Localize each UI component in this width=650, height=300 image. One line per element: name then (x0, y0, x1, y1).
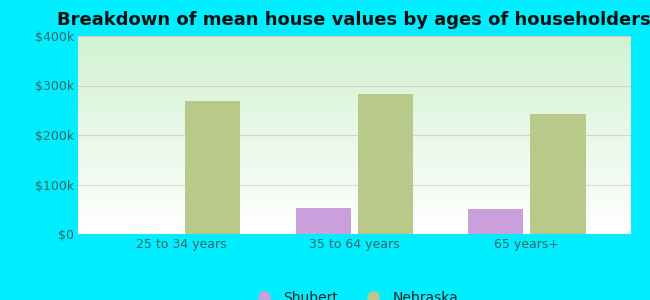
Bar (468, 209, 523, 234)
Bar (296, 208, 351, 234)
Bar (358, 94, 413, 234)
Bar (530, 114, 586, 234)
Legend: Shubert, Nebraska: Shubert, Nebraska (244, 285, 464, 300)
Title: Breakdown of mean house values by ages of householders: Breakdown of mean house values by ages o… (57, 11, 650, 29)
Bar (185, 101, 240, 234)
